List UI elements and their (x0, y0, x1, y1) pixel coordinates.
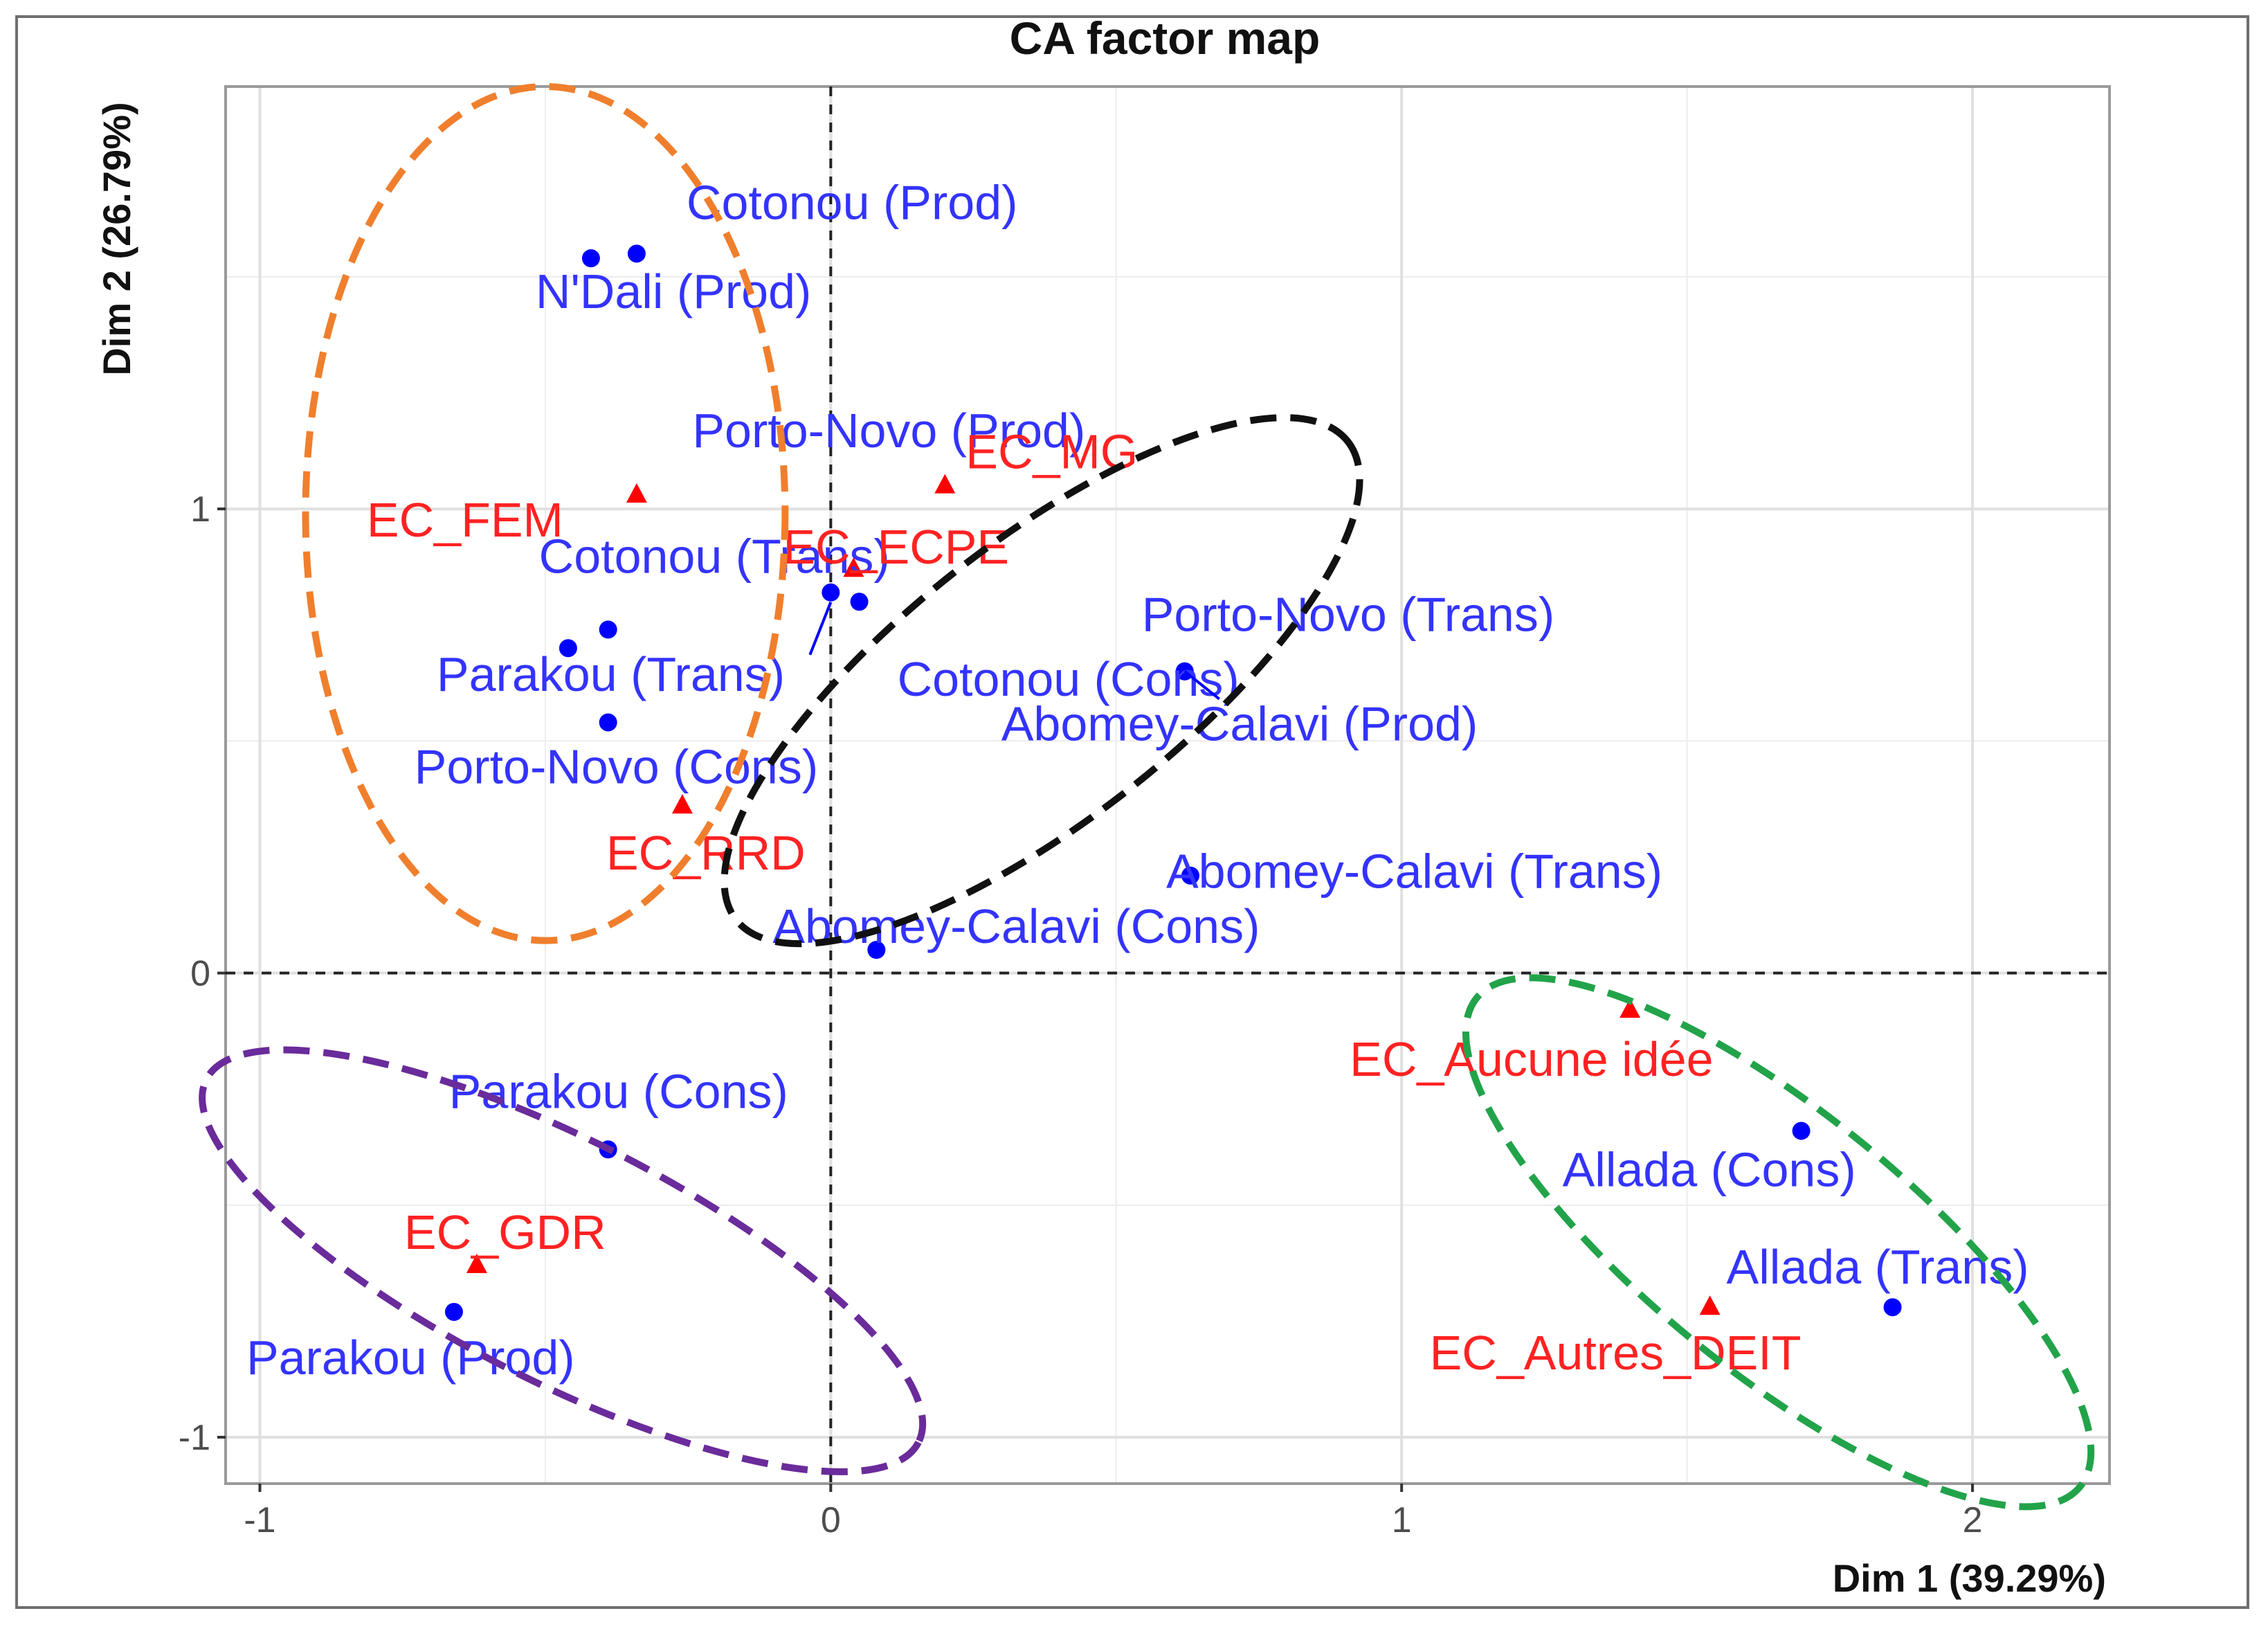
plot-panel: -1 0 1 2 -1 0 1 Cotonou (Prod) N'Dali (Prod) Port… (179, 83, 2111, 1540)
point-label: Parakou (Cons) (449, 1064, 788, 1118)
y-axis-title: Dim 2 (26.79%) (95, 102, 138, 375)
point-marker (599, 713, 617, 732)
leader-line (1183, 670, 1220, 701)
point-marker (627, 244, 646, 263)
point-marker (444, 1302, 463, 1321)
cluster-ellipse (199, 1046, 927, 1475)
point-label: Cotonou (Prod) (687, 175, 1018, 229)
cluster-ellipse (720, 414, 1363, 948)
point-label: Abomey-Calavi (Trans) (1166, 845, 1662, 899)
point-label: Cotonou (Cons) (898, 652, 1240, 706)
figure-frame (15, 15, 2249, 1609)
x-tick-label: 0 (821, 1500, 841, 1540)
x-tick-label: -1 (244, 1500, 275, 1540)
triangle-marker (1699, 1295, 1721, 1315)
point-label: Abomey-Calavi (Prod) (1001, 697, 1478, 751)
point-label: Abomey-Calavi (Cons) (772, 899, 1260, 953)
triangle-marker (466, 1253, 487, 1273)
point-label: Porto-Novo (Cons) (415, 739, 819, 793)
point-marker (822, 583, 840, 602)
x-axis-title: Dim 1 (39.29%) (1833, 1556, 2106, 1600)
y-tick-label: -1 (179, 1418, 210, 1458)
x-tick-label: 1 (1392, 1500, 1412, 1540)
triangle-marker (626, 483, 647, 503)
point-label: Porto-Novo (Prod) (692, 404, 1085, 458)
point-label: EC_FEM (367, 493, 563, 547)
triangle-marker (934, 474, 956, 494)
point-label: Cotonou (Trans) (539, 529, 890, 583)
y-tick-label: 0 (190, 954, 210, 994)
point-marker (850, 593, 869, 611)
point-marker (1792, 1122, 1811, 1140)
point-label: Allada (Cons) (1563, 1142, 1856, 1196)
panel-border (224, 85, 2111, 1485)
point-label: Porto-Novo (Trans) (1142, 588, 1554, 642)
x-tick-label: 2 (1963, 1500, 1983, 1540)
point-label: EC_ECPE (783, 520, 1009, 574)
point-label: N'Dali (Prod) (536, 264, 811, 318)
point-label: EC_Aucune idée (1350, 1032, 1713, 1086)
triangle-marker (671, 794, 693, 814)
point-marker (1883, 1298, 1902, 1317)
point-marker (1181, 866, 1199, 885)
point-marker (559, 639, 577, 658)
point-marker (867, 941, 886, 960)
leader-line (808, 602, 833, 656)
point-label: EC_GDR (404, 1205, 606, 1259)
chart-title: CA factor map (1010, 12, 1321, 64)
point-label: EC_Autres_DEIT (1430, 1326, 1802, 1380)
y-tick-label: 1 (190, 489, 210, 530)
triangle-marker (1620, 998, 1641, 1018)
triangle-marker (843, 557, 864, 577)
point-label: Allada (Trans) (1727, 1240, 2029, 1294)
point-label: Parakou (Trans) (437, 647, 785, 701)
cluster-ellipse (302, 83, 789, 944)
point-marker (599, 620, 617, 639)
cluster-ellipse (1462, 974, 2095, 1511)
point-marker (581, 249, 600, 268)
